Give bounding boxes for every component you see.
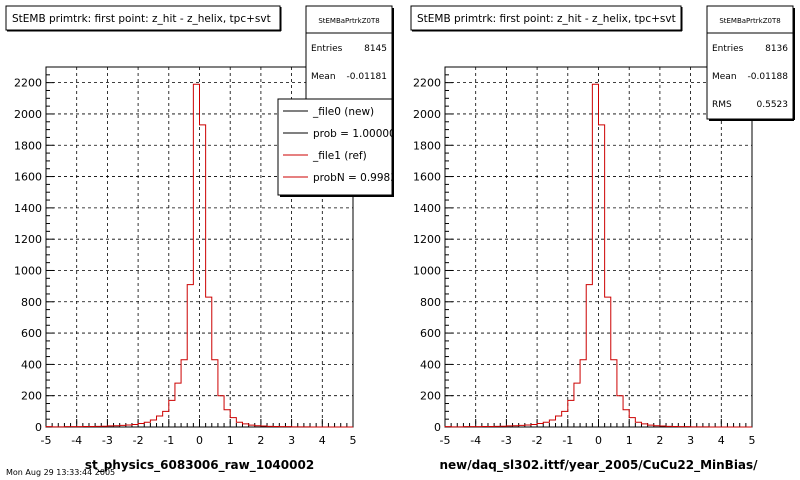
x-tick-label: -5 bbox=[440, 434, 451, 447]
y-tick-label: 1800 bbox=[413, 139, 441, 152]
y-tick-label: 1800 bbox=[14, 139, 42, 152]
y-tick-label: 800 bbox=[420, 296, 441, 309]
legend-entries: _file0 (new) prob = 1.000000 _file1 (ref) p… bbox=[283, 106, 411, 184]
x-tick-label: -1 bbox=[562, 434, 573, 447]
y-tick-label: 0 bbox=[434, 421, 441, 434]
x-tick-label: -4 bbox=[71, 434, 82, 447]
x-tick-label: 2 bbox=[656, 434, 663, 447]
y-tick-label: 400 bbox=[420, 358, 441, 371]
x-tick-label: -3 bbox=[102, 434, 113, 447]
footer-note: Mon Aug 29 13:33:44 2005 bbox=[6, 468, 116, 477]
x-tick-label: 5 bbox=[749, 434, 756, 447]
y-tick-label: 1200 bbox=[14, 233, 42, 246]
x-tick-label: -5 bbox=[41, 434, 52, 447]
x-tick-label: -1 bbox=[163, 434, 174, 447]
stats-value: -0.01181 bbox=[347, 72, 387, 82]
x-tick-label: 1 bbox=[227, 434, 234, 447]
y-tick-label: 400 bbox=[21, 358, 42, 371]
x-tick-label: -3 bbox=[501, 434, 512, 447]
x-tick-label: 3 bbox=[288, 434, 295, 447]
stats-value: 8145 bbox=[364, 44, 387, 54]
stats-name: StEMBaPrtrkZ0T8 bbox=[719, 17, 780, 25]
chart-title: StEMB primtrk: first point: z_hit - z_he… bbox=[417, 13, 676, 25]
histogram-series bbox=[45, 83, 353, 428]
y-tick-label: 600 bbox=[21, 327, 42, 340]
x-tick-label: 2 bbox=[257, 434, 264, 447]
stats-name: StEMBaPrtrkZ0T8 bbox=[318, 17, 379, 25]
title-box bbox=[410, 5, 682, 31]
chart-title: StEMB primtrk: first point: z_hit - z_he… bbox=[12, 13, 271, 25]
legend-label: _file1 (ref) bbox=[312, 150, 367, 162]
y-tick-label: 200 bbox=[21, 390, 42, 403]
x-tick-label: 5 bbox=[350, 434, 357, 447]
y-tick-label: 200 bbox=[420, 390, 441, 403]
x-tick-label: 0 bbox=[196, 434, 203, 447]
y-tick-label: 1400 bbox=[413, 202, 441, 215]
x-tick-label: -2 bbox=[133, 434, 144, 447]
stats-value: 8136 bbox=[765, 44, 788, 54]
legend-label: probN = 0.998386 bbox=[313, 172, 411, 184]
x-tick-label: -2 bbox=[532, 434, 543, 447]
y-tick-label: 800 bbox=[21, 296, 42, 309]
legend: _file0 (new) prob = 1.000000 _file1 (ref) p… bbox=[277, 98, 411, 197]
legend-label: _file0 (new) bbox=[312, 106, 374, 118]
y-tick-label: 0 bbox=[35, 421, 42, 434]
y-tick-label: 2000 bbox=[14, 108, 42, 121]
histogram-panel-1: -5 -4 -3 -2 -1 0 1 2 3 4 5 0 200 400 600 800 1000 1200 140… bbox=[5, 5, 411, 473]
x-tick-label: -4 bbox=[470, 434, 481, 447]
stats-label: Mean bbox=[712, 72, 737, 82]
stats-label: RMS bbox=[712, 100, 732, 110]
stats-value: -0.01188 bbox=[748, 72, 789, 82]
x-axis-label: new/daq_sl302.ittf/year_2005/CuCu22_MinB… bbox=[439, 458, 758, 473]
y-tick-label: 1000 bbox=[413, 264, 441, 277]
histogram-series bbox=[444, 83, 752, 428]
x-tick-label: 4 bbox=[319, 434, 326, 447]
title-box bbox=[5, 5, 281, 31]
stats-label: Entries bbox=[712, 44, 744, 54]
stats-box bbox=[305, 5, 393, 102]
stats-label: Mean bbox=[311, 72, 336, 82]
histogram-panel-2: -5 -4 -3 -2 -1 0 1 2 3 4 5 0 200 400 600 800 1000 1200 140… bbox=[410, 5, 795, 473]
x-tick-label: 4 bbox=[718, 434, 725, 447]
y-tick-label: 1600 bbox=[14, 171, 42, 184]
y-tick-label: 2200 bbox=[14, 77, 42, 90]
y-tick-label: 1600 bbox=[413, 171, 441, 184]
x-tick-label: 0 bbox=[595, 434, 602, 447]
stats-label: Entries bbox=[311, 44, 343, 54]
legend-box bbox=[277, 98, 393, 196]
x-axis-label: st_physics_6083006_raw_1040002 bbox=[85, 458, 314, 473]
stats-value: 0.5523 bbox=[757, 100, 789, 110]
y-tick-label: 2000 bbox=[413, 108, 441, 121]
y-tick-label: 1200 bbox=[413, 233, 441, 246]
stats-box bbox=[706, 5, 794, 120]
y-tick-label: 600 bbox=[420, 327, 441, 340]
y-tick-label: 2200 bbox=[413, 77, 441, 90]
legend-label: prob = 1.000000 bbox=[313, 128, 402, 140]
y-tick-label: 1400 bbox=[14, 202, 42, 215]
x-tick-label: 1 bbox=[626, 434, 633, 447]
y-tick-label: 1000 bbox=[14, 264, 42, 277]
x-tick-label: 3 bbox=[687, 434, 694, 447]
